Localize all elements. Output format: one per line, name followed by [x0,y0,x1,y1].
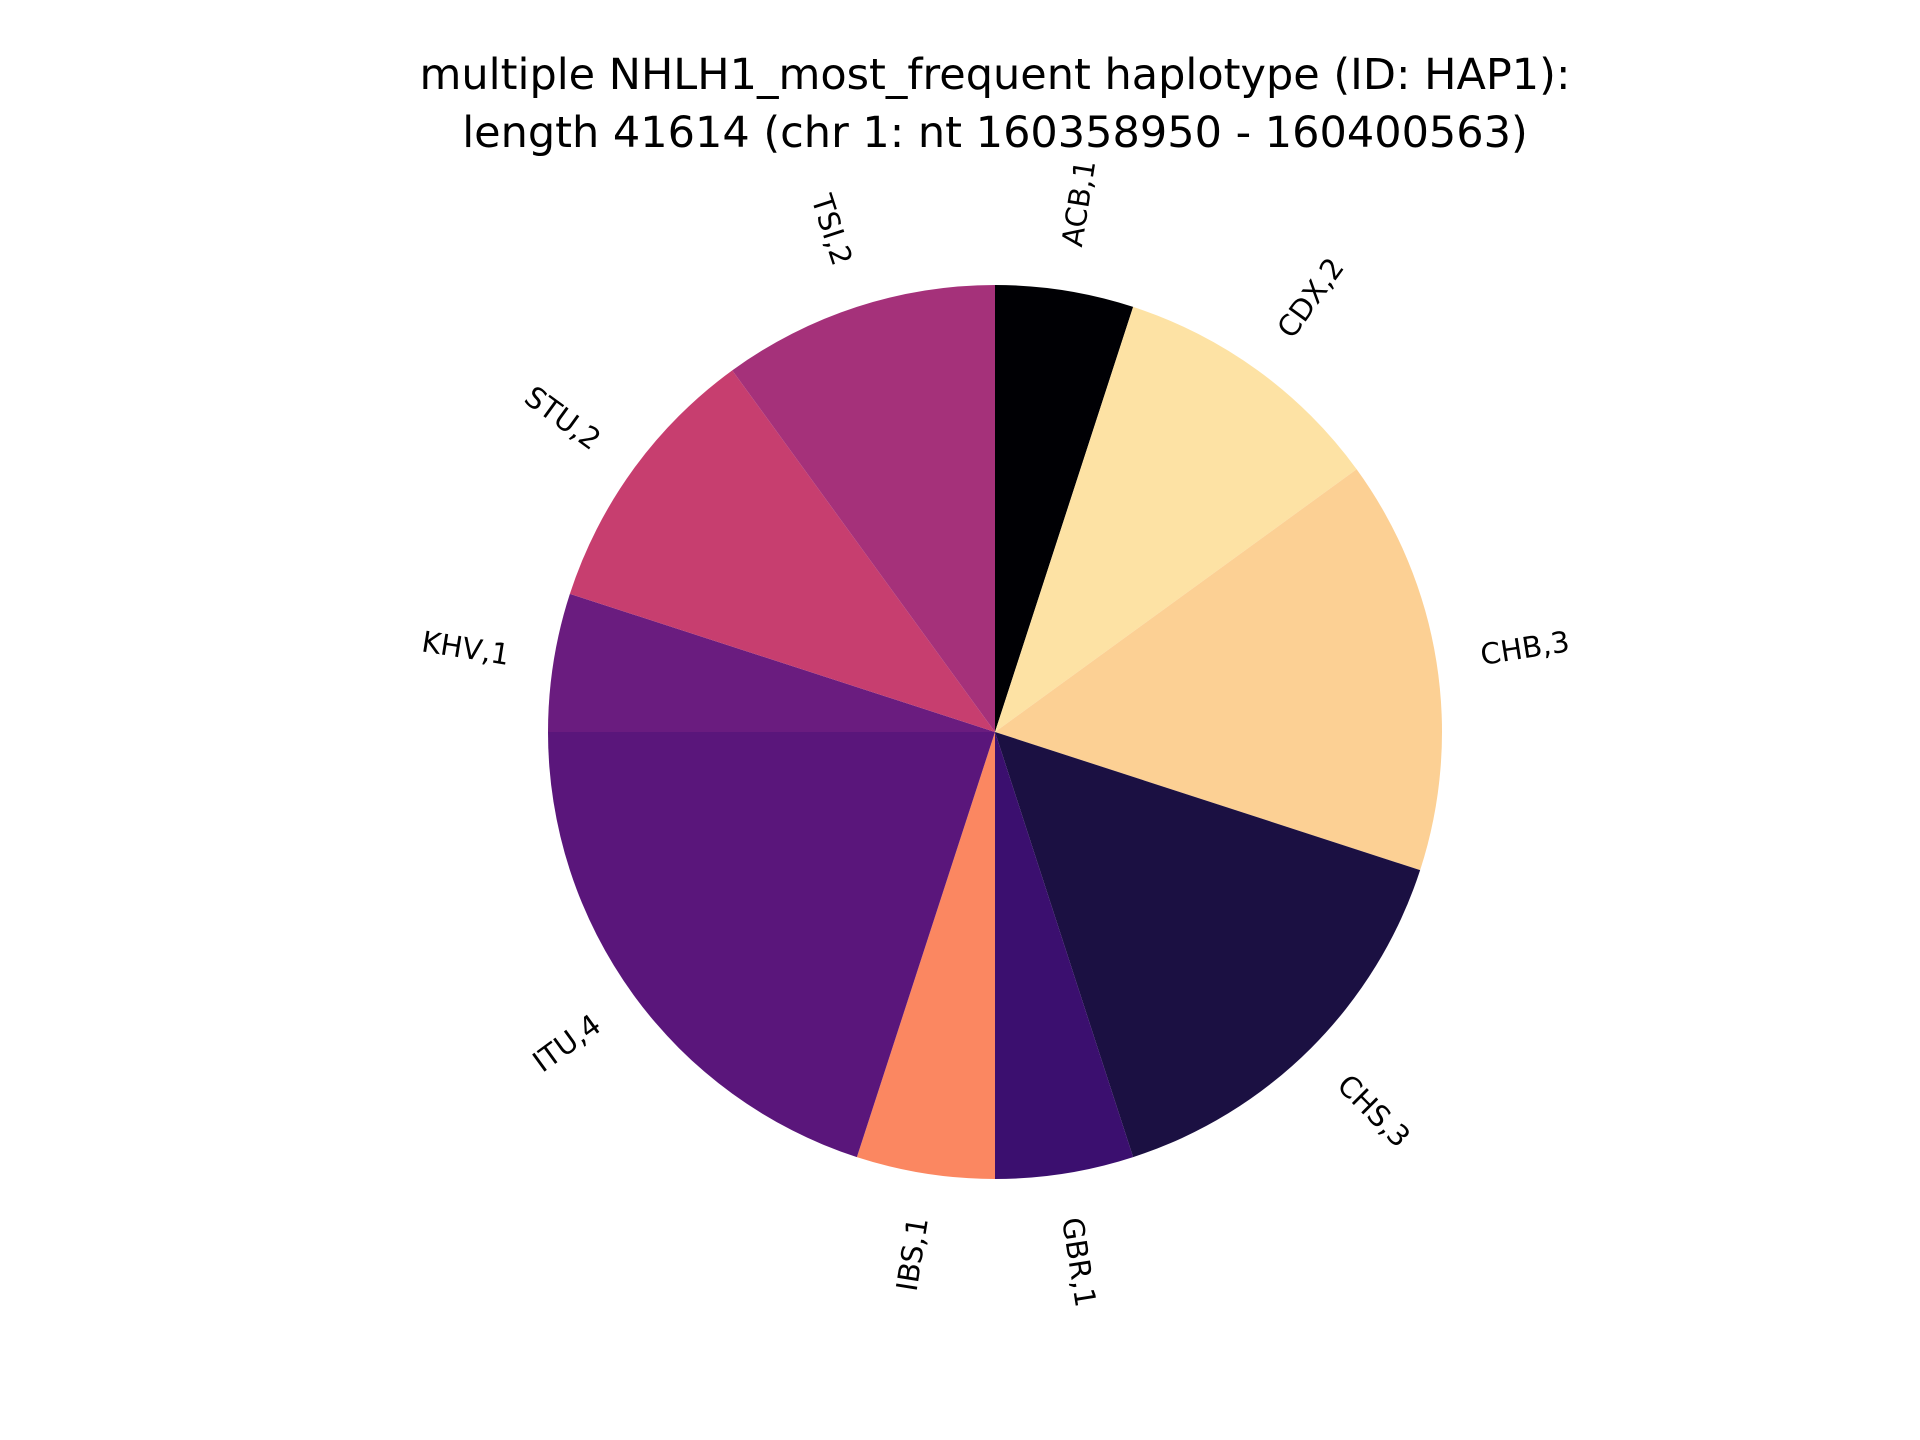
pie-label-khv: KHV,1 [419,624,512,671]
pie-label-cdx: CDX,2 [1270,251,1350,344]
pie-slice-cdx [995,306,1357,732]
pie-slice-itu [548,732,995,1158]
pie-slice-acb [995,285,1134,732]
pie-label-chs: CHS,3 [1331,1068,1417,1154]
pie-label-tsi: TSI,2 [804,189,859,269]
pie-slice-tsi [732,285,995,732]
pie-label-itu: ITU,4 [526,1007,607,1079]
pie-label-stu: STU,2 [518,379,607,456]
chart-subtitle: length 41614 (chr 1: nt 160358950 - 1604… [462,108,1528,158]
pie-slice-ibs [856,732,995,1179]
pie-slice-chb [995,469,1442,871]
pie-slice-gbr [995,732,1134,1179]
chart-title: multiple NHLH1_most_frequent haplotype (… [420,50,1571,100]
pie-slice-chs [995,732,1421,1158]
pie-slice-khv [548,593,995,732]
pie-slice-stu [569,370,995,732]
pie-label-acb: ACB,1 [1055,158,1102,249]
pie-label-ibs: IBS,1 [890,1215,935,1293]
pie-slices [548,285,1442,1179]
pie-label-gbr: GBR,1 [1055,1215,1103,1309]
pie-label-chb: CHB,3 [1478,624,1572,672]
